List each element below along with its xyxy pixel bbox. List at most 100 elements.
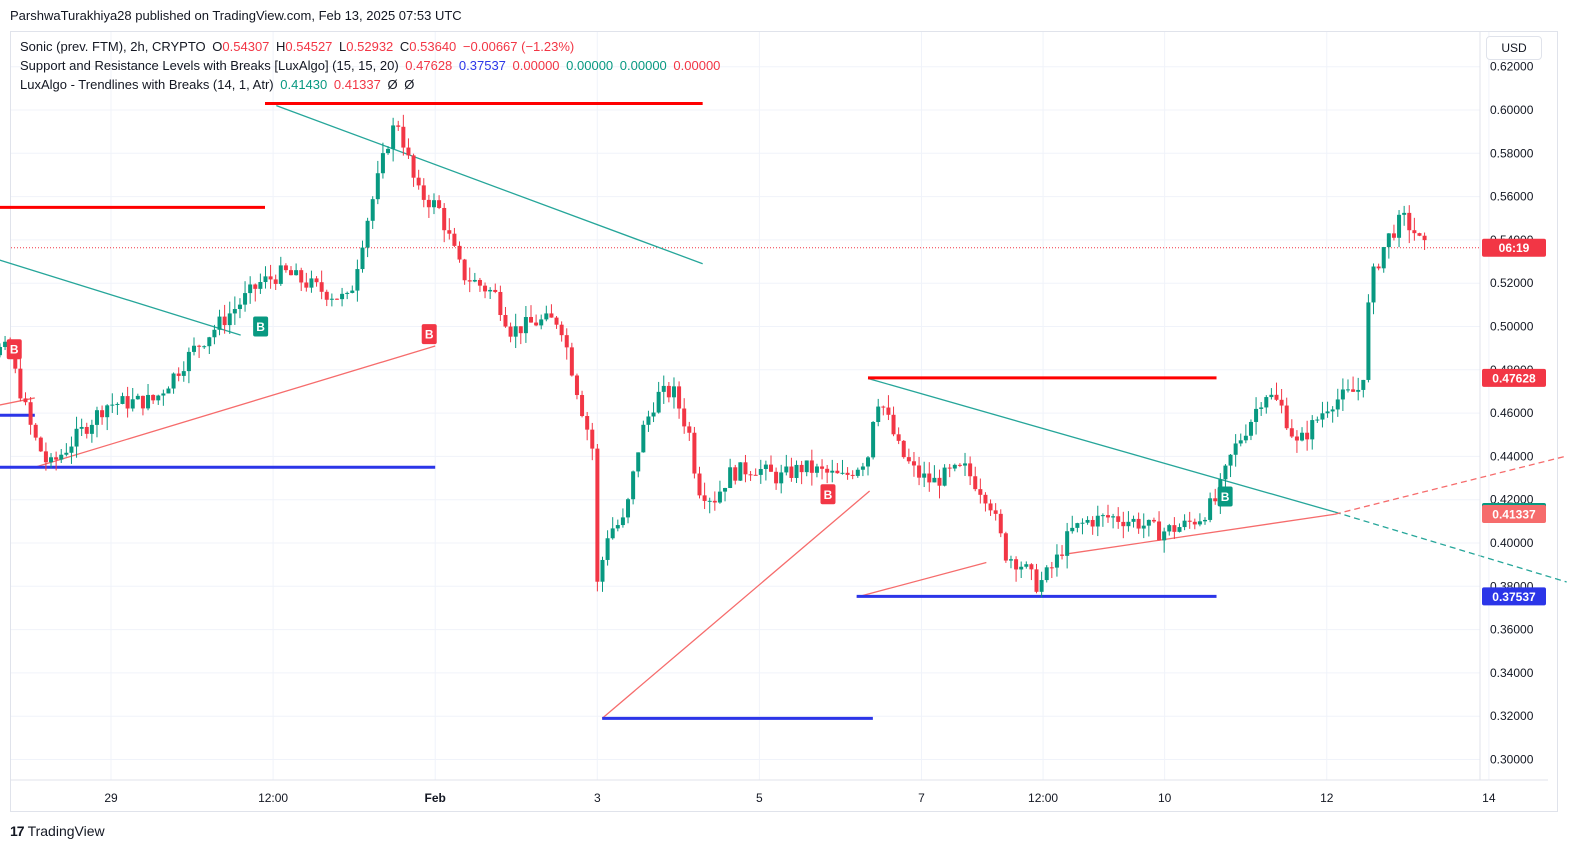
candle-body bbox=[1289, 428, 1294, 437]
candle-body bbox=[809, 460, 814, 473]
candle-body bbox=[748, 474, 753, 476]
legend-trendline-indicator[interactable]: LuxAlgo - Trendlines with Breaks (14, 1,… bbox=[20, 77, 417, 92]
trend-indicator-name[interactable]: LuxAlgo - Trendlines with Breaks (14, 1,… bbox=[20, 77, 274, 92]
candle-body bbox=[574, 375, 579, 396]
candle-body bbox=[0, 347, 2, 356]
legend-symbol-row[interactable]: Sonic (prev. FTM), 2h, CRYPTO O0.54307 H… bbox=[20, 39, 577, 54]
candle-body bbox=[702, 495, 707, 501]
low-label: L bbox=[339, 39, 347, 54]
brand-name: TradingView bbox=[27, 823, 105, 839]
candle-body bbox=[375, 173, 380, 200]
candle-body bbox=[421, 185, 426, 200]
candle-body bbox=[84, 426, 89, 434]
high-value: 0.54527 bbox=[285, 39, 333, 54]
candle-body bbox=[38, 437, 43, 452]
y-tick-label: 0.44000 bbox=[1490, 449, 1534, 463]
candle-body bbox=[661, 385, 666, 392]
candle-body bbox=[876, 406, 881, 422]
candle-body bbox=[866, 457, 871, 467]
candle-body bbox=[738, 462, 743, 481]
candles bbox=[0, 114, 1427, 598]
candle-body bbox=[626, 499, 631, 518]
candle-body bbox=[814, 466, 819, 473]
candle-body bbox=[146, 394, 151, 409]
tradingview-brand[interactable]: 17 TradingView bbox=[10, 823, 105, 839]
high-label: H bbox=[276, 39, 286, 54]
candle-body bbox=[820, 466, 825, 469]
candle-body bbox=[69, 446, 74, 453]
candle-body bbox=[1259, 407, 1264, 409]
candle-body bbox=[692, 432, 697, 474]
candle-body bbox=[1330, 409, 1335, 412]
legend-sr-indicator[interactable]: Support and Resistance Levels with Break… bbox=[20, 58, 723, 73]
break-marker-badge bbox=[253, 316, 269, 337]
candle-body bbox=[1121, 521, 1126, 527]
candle-body bbox=[580, 395, 585, 417]
candle-body bbox=[917, 465, 922, 478]
candle-body bbox=[309, 278, 314, 288]
downtrend-line bbox=[0, 259, 241, 336]
break-markers: B B B B B bbox=[6, 316, 1233, 507]
y-tick-label: 0.50000 bbox=[1490, 320, 1534, 334]
candle-body bbox=[232, 309, 237, 314]
candle-body bbox=[784, 466, 789, 473]
candle-body bbox=[1315, 419, 1320, 421]
candle-body bbox=[64, 452, 69, 455]
candle-body bbox=[1264, 397, 1269, 408]
candle-body bbox=[212, 329, 217, 338]
symbol-name[interactable]: Sonic (prev. FTM), 2h, CRYPTO bbox=[20, 39, 206, 54]
candle-body bbox=[1044, 567, 1049, 581]
candle-body bbox=[186, 351, 191, 372]
x-tick-label: 7 bbox=[918, 791, 925, 805]
candle-body bbox=[1029, 564, 1034, 570]
candle-body bbox=[1060, 554, 1065, 556]
tradingview-logo-icon: 17 bbox=[10, 823, 25, 839]
candle-body bbox=[973, 476, 978, 490]
candle-body bbox=[493, 289, 498, 292]
candle-body bbox=[426, 199, 431, 208]
price-tag-label: 0.41337 bbox=[1492, 508, 1536, 522]
candle-body bbox=[508, 326, 513, 337]
x-tick-label: 12:00 bbox=[258, 791, 288, 805]
trend-value-4: Ø bbox=[404, 77, 415, 92]
candle-body bbox=[513, 326, 518, 337]
sr-indicator-name[interactable]: Support and Resistance Levels with Break… bbox=[20, 58, 399, 73]
candle-body bbox=[324, 291, 329, 300]
candle-body bbox=[1407, 212, 1412, 231]
x-tick-label: 12 bbox=[1320, 791, 1334, 805]
x-tick-label: Feb bbox=[425, 791, 446, 805]
candle-body bbox=[927, 473, 932, 483]
candle-body bbox=[289, 270, 294, 276]
candle-body bbox=[365, 220, 370, 248]
downtrend-line bbox=[1334, 511, 1567, 583]
candle-body bbox=[197, 345, 202, 347]
candle-body bbox=[590, 429, 595, 449]
candle-body bbox=[830, 470, 835, 473]
x-tick-label: 29 bbox=[104, 791, 118, 805]
candle-body bbox=[334, 298, 339, 300]
sr-value-6: 0.00000 bbox=[673, 58, 721, 73]
candle-body bbox=[789, 466, 794, 478]
y-tick-label: 0.32000 bbox=[1490, 709, 1534, 723]
currency-button[interactable]: USD bbox=[1486, 36, 1542, 60]
candle-body bbox=[1381, 247, 1386, 269]
candle-body bbox=[881, 406, 886, 408]
sr-value-3: 0.00000 bbox=[512, 58, 560, 73]
candle-body bbox=[380, 153, 385, 174]
candle-body bbox=[166, 388, 171, 394]
candle-body bbox=[207, 337, 212, 347]
candle-body bbox=[758, 469, 763, 475]
candle-body bbox=[1223, 465, 1228, 480]
candle-body bbox=[983, 494, 988, 504]
candle-body bbox=[13, 354, 18, 369]
break-marker-badge bbox=[1217, 486, 1233, 507]
candle-body bbox=[1090, 519, 1095, 527]
candle-body bbox=[600, 559, 605, 582]
price-tag bbox=[1482, 368, 1546, 387]
candle-body bbox=[1177, 527, 1182, 532]
candle-body bbox=[544, 313, 549, 320]
candle-body bbox=[151, 394, 156, 401]
candle-body bbox=[447, 230, 452, 234]
